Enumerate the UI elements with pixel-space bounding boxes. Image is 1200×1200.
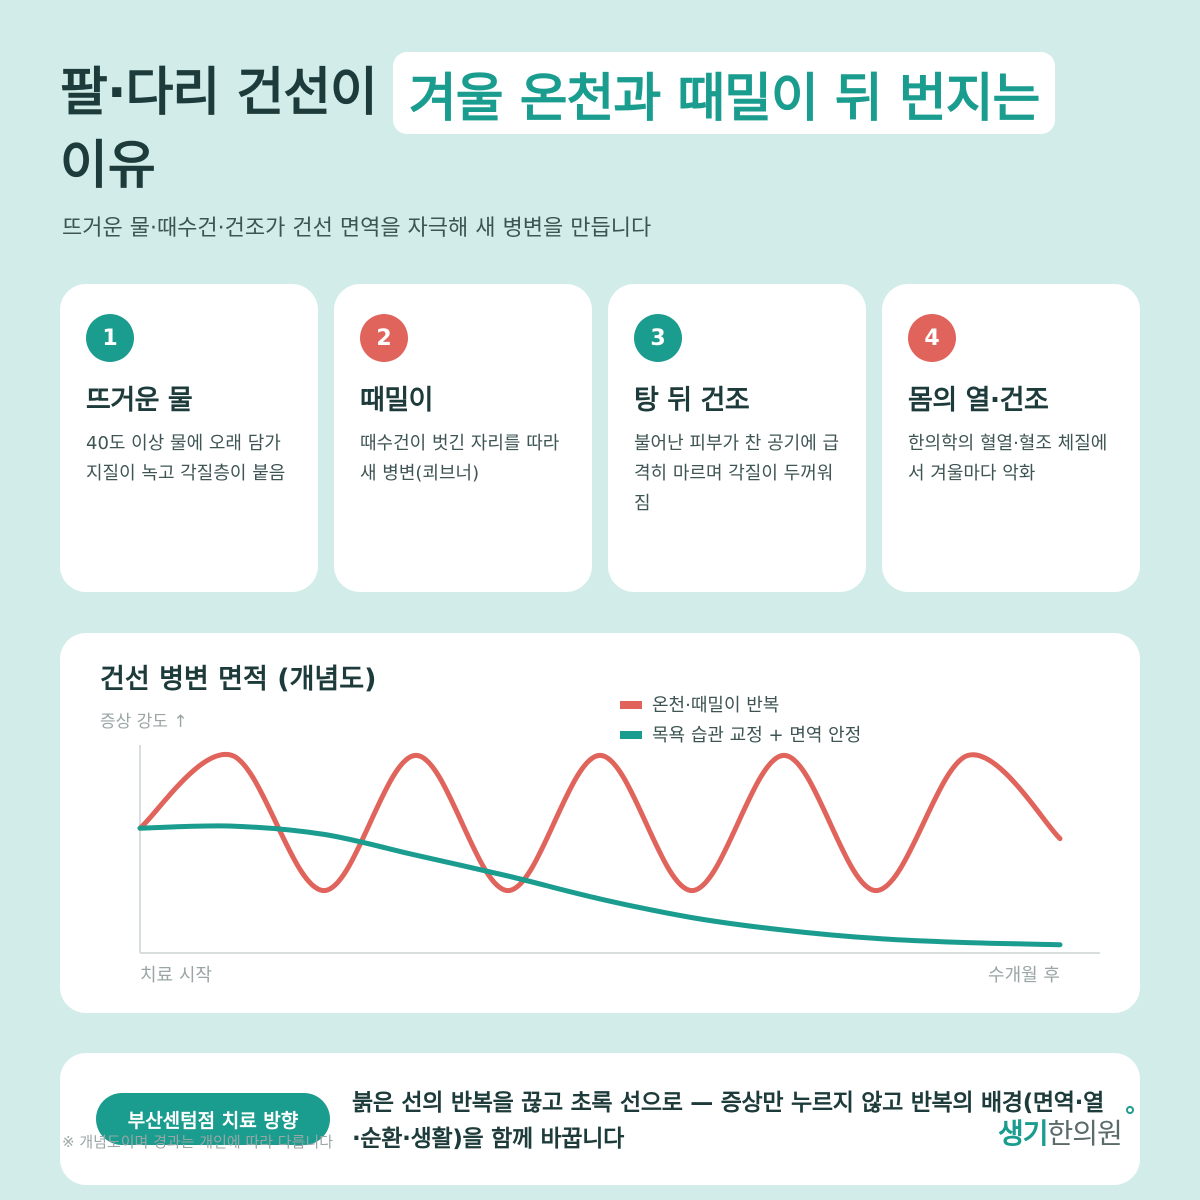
cause-cards: 1 뜨거운 물 40도 이상 물에 오래 담가 지질이 녹고 각질층이 붙음 2… <box>60 284 1140 592</box>
y-axis-label: 증상 강도 ↑ <box>100 712 188 732</box>
title-line-1: 팔·다리 건선이 겨울 온천과 때밀이 뒤 번지는 <box>60 52 1056 134</box>
treatment-panel: 부산센텀점 치료 방향 붉은 선의 반복을 끊고 초록 선으로 — 증상만 누르… <box>60 1053 1140 1185</box>
card-number-badge: 4 <box>908 314 956 362</box>
card-description: 불어난 피부가 찬 공기에 급격히 마르며 각질이 두꺼워짐 <box>634 433 840 514</box>
x-start-label: 치료 시작 <box>140 965 212 986</box>
concept-chart: 증상 강도 ↑ 치료 시작 수개월 후 온천·때밀이 반복 목욕 습관 교정 +… <box>100 695 1100 986</box>
legend-label-teal: 목욕 습관 교정 + 면역 안정 <box>652 725 861 746</box>
disclaimer-note: ※ 개념도이며 경과는 개인에 따라 다릅니다 <box>62 1133 334 1151</box>
cause-card-4: 4 몸의 열·건조 한의학의 혈열·혈조 체질에서 겨울마다 악화 <box>882 284 1140 592</box>
card-description: 때수건이 벗긴 자리를 따라 새 병변(쾨브너) <box>360 433 560 484</box>
clinic-logo: 생기한의원 <box>998 1106 1134 1152</box>
series-line-repeat <box>137 751 1063 894</box>
x-end-label: 수개월 후 <box>988 965 1060 986</box>
card-description: 40도 이상 물에 오래 담가 지질이 녹고 각질층이 붙음 <box>86 433 286 484</box>
treatment-badge: 부산센텀점 치료 방향 <box>96 1093 330 1145</box>
series-line-corrected <box>137 823 1063 948</box>
logo-part-1: 생기 <box>998 1117 1049 1150</box>
legend-label-red: 온천·때밀이 반복 <box>652 695 779 716</box>
card-number-badge: 1 <box>86 314 134 362</box>
title-part-2: 이유 <box>60 136 156 196</box>
logo-part-2: 한의원 <box>1047 1117 1123 1150</box>
chart-panel: 건선 병변 면적 (개념도) 증상 강도 ↑ 치료 시작 수개월 후 온천·때밀… <box>60 633 1140 1013</box>
card-number-badge: 2 <box>360 314 408 362</box>
title-highlight: 겨울 온천과 때밀이 뒤 번지는 <box>392 52 1056 134</box>
cause-card-1: 1 뜨거운 물 40도 이상 물에 오래 담가 지질이 녹고 각질층이 붙음 <box>60 284 318 592</box>
logo-dot-icon <box>1125 1106 1134 1114</box>
card-title: 몸의 열·건조 <box>908 385 1049 416</box>
card-number-badge: 3 <box>634 314 682 362</box>
card-description: 한의학의 혈열·혈조 체질에서 겨울마다 악화 <box>908 433 1108 484</box>
cause-card-3: 3 탕 뒤 건조 불어난 피부가 찬 공기에 급격히 마르며 각질이 두꺼워짐 <box>608 284 866 592</box>
legend-swatch-red <box>620 701 642 709</box>
card-title: 때밀이 <box>360 385 434 416</box>
card-title: 뜨거운 물 <box>86 385 193 416</box>
legend-swatch-teal <box>620 731 642 739</box>
subtitle: 뜨거운 물·때수건·건조가 건선 면역을 자극해 새 병변을 만듭니다 <box>62 216 652 241</box>
title-part-1: 팔·다리 건선이 <box>60 63 378 123</box>
treatment-text: 붉은 선의 반복을 끊고 초록 선으로 — 증상만 누르지 않고 반복의 배경(… <box>352 1090 1104 1152</box>
chart-title: 건선 병변 면적 (개념도) <box>100 664 377 695</box>
cause-card-2: 2 때밀이 때수건이 벗긴 자리를 따라 새 병변(쾨브너) <box>334 284 592 592</box>
card-title: 탕 뒤 건조 <box>634 385 750 416</box>
